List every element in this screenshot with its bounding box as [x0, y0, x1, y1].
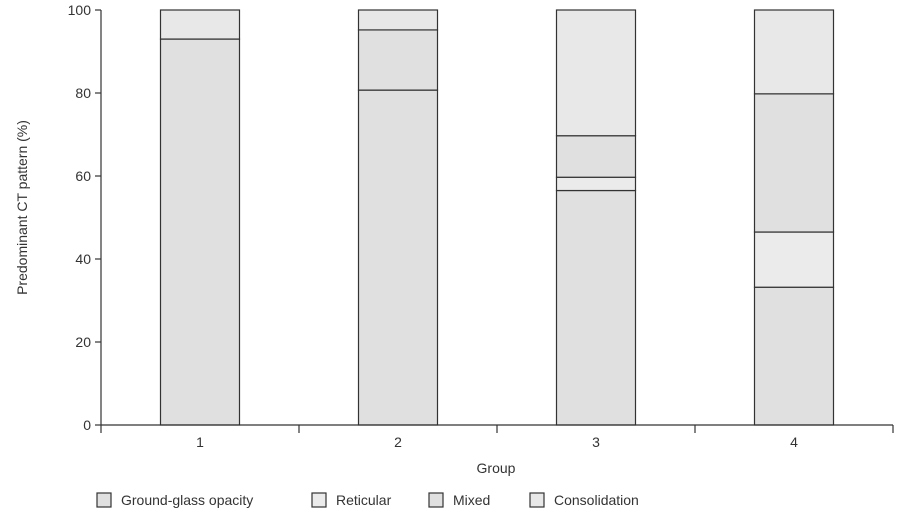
bar-segment: [159, 38, 241, 426]
y-tick-label: 100: [68, 2, 92, 18]
x-tick-label: 4: [790, 434, 798, 450]
legend-label: Ground-glass opacity: [121, 492, 253, 508]
x-tick-label: 1: [196, 434, 204, 450]
y-axis-title: Predominant CT pattern (%): [14, 120, 30, 295]
legend: Ground-glass opacity Reticular Mixed Consol…: [96, 492, 639, 508]
bar-segment: [753, 231, 835, 288]
x-axis-ticks: 1 2 3 4: [100, 425, 894, 450]
bar-segment: [555, 189, 637, 426]
legend-label: Mixed: [453, 492, 490, 508]
bar-segment: [159, 9, 241, 40]
x-tick-label: 3: [592, 434, 600, 450]
legend-label: Reticular: [336, 492, 392, 508]
legend-swatch: [96, 492, 112, 508]
y-tick-label: 20: [75, 334, 91, 350]
y-axis-ticks: 0 20 40 60 80 100: [68, 2, 101, 433]
bar-segment: [555, 176, 637, 192]
y-tick-label: 40: [75, 251, 91, 267]
legend-swatch: [311, 492, 327, 508]
y-tick-label: 60: [75, 168, 91, 184]
bar-segment: [357, 89, 439, 426]
bar-segment: [555, 135, 637, 178]
bar-segment: [357, 29, 439, 91]
axes-layer: 0 20 40 60 80 100 1 2 3 4: [68, 2, 894, 450]
bars-layer: [159, 9, 835, 426]
legend-swatch: [428, 492, 444, 508]
bar-segment: [753, 9, 835, 95]
y-tick-label: 0: [83, 417, 91, 433]
bar-segment: [753, 286, 835, 426]
legend-label: Consolidation: [554, 492, 639, 508]
x-tick-label: 2: [394, 434, 402, 450]
bar-segment: [753, 93, 835, 233]
bar-segment: [357, 9, 439, 31]
bar-segment: [555, 9, 637, 137]
y-tick-label: 80: [75, 85, 91, 101]
legend-swatch: [529, 492, 545, 508]
x-axis-title: Group: [477, 460, 516, 476]
